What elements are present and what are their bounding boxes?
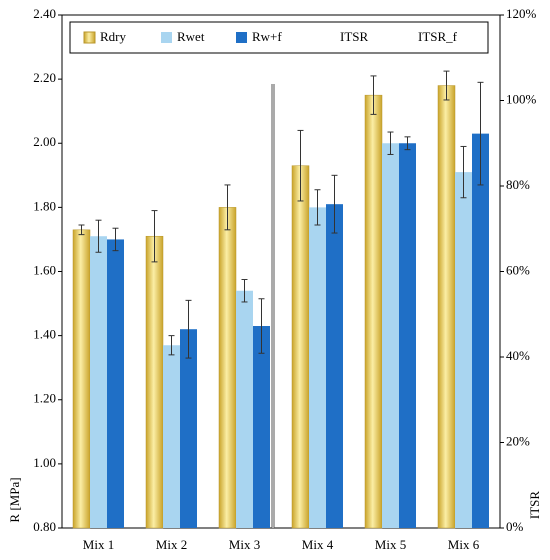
bar (364, 94, 383, 529)
error-bar (112, 227, 119, 252)
bar (180, 329, 197, 528)
x-tick-label: Mix 6 (448, 537, 480, 552)
error-bar (241, 279, 248, 303)
error-bar (314, 189, 321, 226)
error-bar (443, 70, 450, 101)
x-tick-label: Mix 5 (375, 537, 406, 552)
legend-swatch (161, 32, 172, 43)
y2-tick-label: 40% (506, 348, 530, 363)
legend-label: Rwet (177, 29, 205, 44)
legend-swatch (236, 32, 247, 43)
y-tick-label: 2.20 (33, 70, 56, 85)
legend-swatch (83, 31, 96, 44)
y2-tick-label: 20% (506, 433, 530, 448)
y-tick-label: 1.00 (33, 455, 56, 470)
bar (236, 290, 253, 528)
bar (107, 239, 124, 528)
bar (90, 236, 107, 528)
bar (163, 345, 180, 528)
error-bar (168, 335, 175, 356)
y-tick-label: 0.80 (33, 519, 56, 534)
legend-label: ITSR_f (418, 29, 458, 44)
error-bar (460, 145, 467, 199)
error-bar (258, 298, 265, 354)
y2-tick-label: 60% (506, 262, 530, 277)
error-bar (297, 129, 304, 202)
bar (218, 207, 237, 529)
plot-frame (61, 14, 501, 529)
legend-box (69, 21, 489, 54)
legend-label: Rw+f (252, 29, 282, 44)
y-tick-label: 1.60 (33, 262, 56, 277)
y-axis-label: R [MPa] (7, 477, 22, 522)
y-tick-label: 2.00 (33, 134, 56, 149)
y-tick-label: 1.80 (33, 198, 56, 213)
error-bar (224, 184, 231, 231)
y-tick-label: 1.40 (33, 327, 56, 342)
y2-tick-label: 0% (506, 519, 524, 534)
y2-axis-label: ITSR (527, 491, 542, 520)
bar (253, 326, 270, 528)
y-tick-label: 1.20 (33, 391, 56, 406)
bar (72, 229, 91, 529)
bar (382, 143, 399, 528)
error-bar (370, 75, 377, 115)
error-bar (477, 81, 484, 186)
x-tick-label: Mix 3 (229, 537, 260, 552)
error-bar (151, 210, 158, 263)
y-tick-label: 2.40 (33, 6, 56, 21)
bar (437, 85, 456, 529)
y2-tick-label: 100% (506, 91, 537, 106)
error-bar (78, 224, 85, 236)
bar (309, 207, 326, 528)
y2-tick-label: 80% (506, 177, 530, 192)
legend-label: ITSR (340, 29, 369, 44)
error-bar (95, 219, 102, 253)
bar (145, 235, 164, 529)
bar (472, 133, 489, 528)
y2-tick-label: 120% (506, 6, 537, 21)
error-bar (387, 131, 394, 155)
bar (399, 143, 416, 528)
error-bar (185, 299, 192, 359)
bar (326, 204, 343, 528)
error-bar (331, 174, 338, 234)
x-tick-label: Mix 4 (302, 537, 334, 552)
bar (291, 165, 310, 529)
error-bar (404, 136, 411, 151)
bar (455, 172, 472, 528)
x-tick-label: Mix 2 (156, 537, 187, 552)
legend-label: Rdry (100, 29, 127, 44)
x-tick-label: Mix 1 (83, 537, 114, 552)
